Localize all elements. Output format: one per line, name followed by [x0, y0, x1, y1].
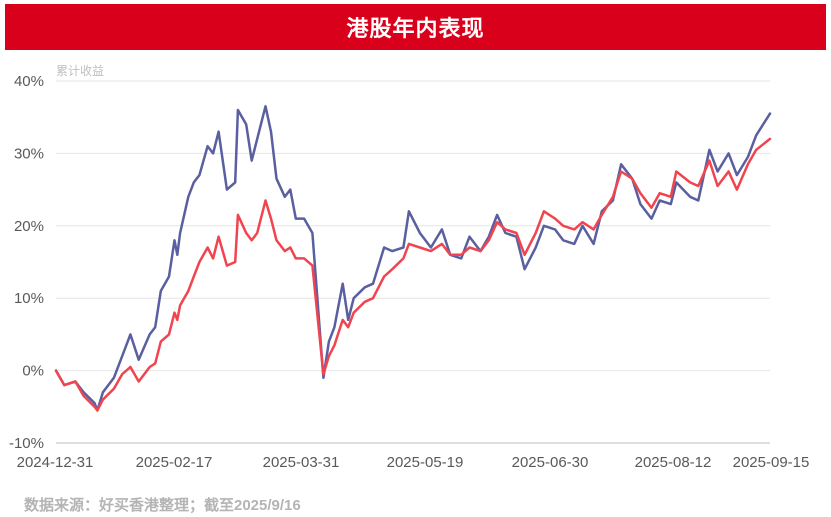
series-line-1 [54, 105, 772, 412]
x-tick-label: 2024-12-31 [17, 454, 94, 471]
series-group [54, 105, 772, 412]
chart-title: 港股年内表现 [346, 16, 485, 41]
y-tick-label: -10% [9, 435, 44, 452]
chart-title-banner: 港股年内表现 [5, 4, 826, 50]
x-tick-label: 2025-09-15 [733, 454, 810, 471]
y-tick-label: 20% [14, 218, 44, 235]
y-axis-label: 累计收益 [56, 64, 104, 78]
y-tick-label: 0% [22, 363, 44, 380]
source-note: 数据来源：好买香港整理；截至2025/9/16 [24, 497, 301, 514]
y-tick-label: 40% [14, 73, 44, 90]
y-axis: -10% 0% 10% 20% 30% 40% [9, 73, 44, 452]
series-line-2 [54, 137, 772, 412]
gridlines [56, 80, 770, 372]
line-chart: -10% 0% 10% 20% 30% 40% 累计收益 2024-12-31 2025-0… [9, 64, 810, 471]
x-tick-label: 2025-02-17 [136, 454, 213, 471]
x-tick-label: 2025-05-19 [387, 454, 464, 471]
x-axis: 2024-12-31 2025-02-17 2025-03-31 2025-05-19… [17, 454, 810, 471]
x-tick-label: 2025-08-12 [635, 454, 712, 471]
x-tick-label: 2025-03-31 [263, 454, 340, 471]
y-tick-label: 30% [14, 145, 44, 162]
x-tick-label: 2025-06-30 [512, 454, 589, 471]
y-tick-label: 10% [14, 290, 44, 307]
